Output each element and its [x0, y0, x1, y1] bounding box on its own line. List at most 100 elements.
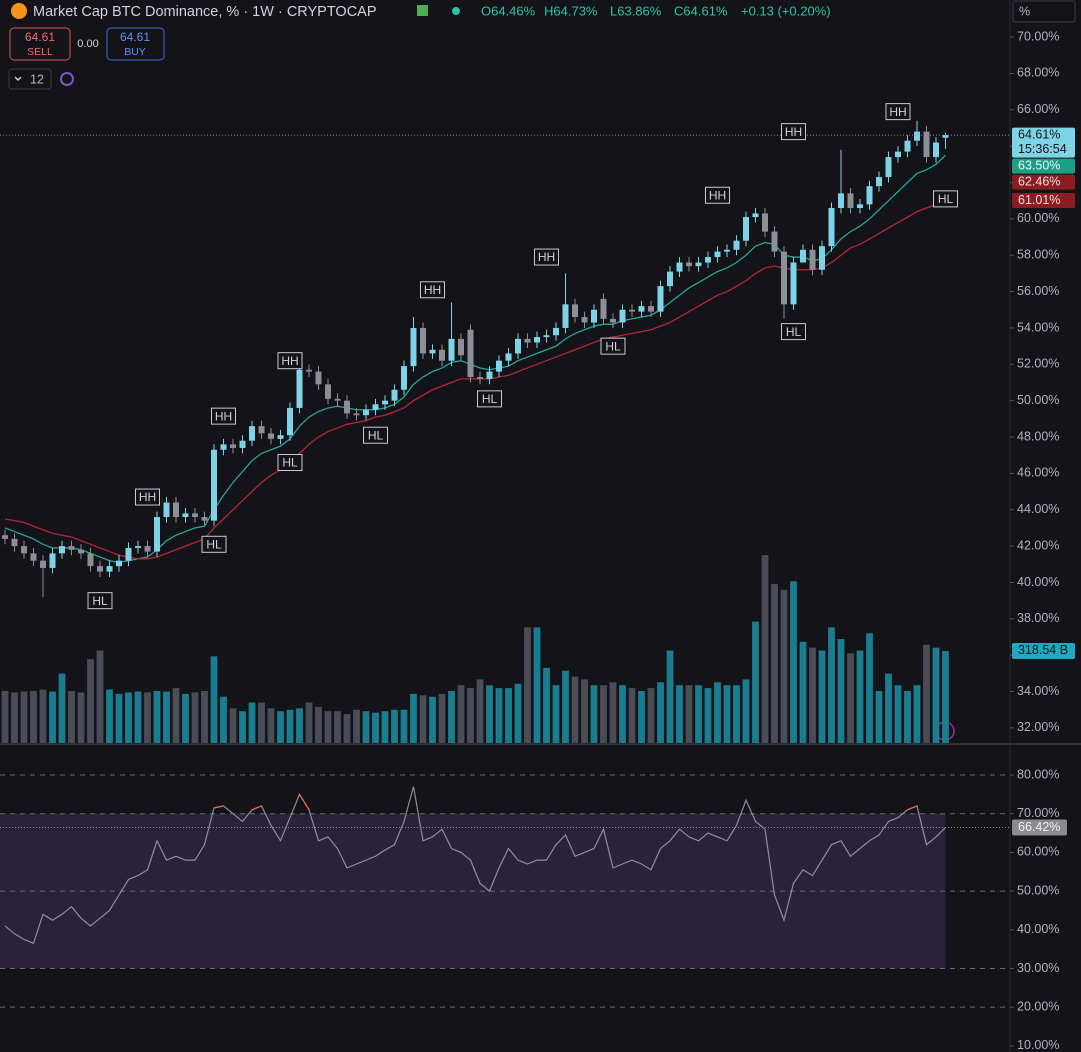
- spread: 0.00: [77, 38, 98, 50]
- pivot-label: HH: [215, 409, 232, 423]
- candle-body: [752, 213, 759, 218]
- pivot-label: HL: [282, 456, 298, 470]
- y-tick-label: 44.00%: [1017, 502, 1059, 516]
- volume-bar: [343, 714, 351, 743]
- y-tick-label: 50.00%: [1017, 883, 1059, 897]
- pivot-label: HH: [709, 188, 726, 202]
- volume-bar: [1, 690, 9, 743]
- volume-bar: [229, 708, 237, 743]
- candle-body: [429, 349, 436, 354]
- candle-body: [163, 502, 170, 518]
- buy-button[interactable]: [106, 27, 165, 61]
- volume-bar: [733, 685, 740, 743]
- y-tick-label: 60.00%: [1017, 845, 1059, 859]
- rsi-overbought: [251, 805, 262, 811]
- volume-bar: [448, 690, 455, 743]
- volume-bar: [410, 693, 417, 743]
- candle-body: [363, 409, 369, 416]
- volume-bar: [495, 688, 503, 743]
- volume-bar: [248, 702, 256, 743]
- y-tick-label: 10.00%: [1017, 1038, 1059, 1052]
- candle-body: [904, 140, 911, 152]
- volume-bar: [904, 690, 911, 743]
- volume-bar: [809, 647, 816, 743]
- volume-bar: [828, 627, 835, 743]
- candle-body: [819, 246, 825, 270]
- candle-body: [201, 517, 208, 521]
- volume-bar: [125, 692, 132, 743]
- volume-bar: [761, 555, 769, 743]
- volume-bar: [172, 688, 180, 743]
- price-label: 63.50%: [1018, 158, 1060, 172]
- candle-body: [838, 193, 844, 208]
- y-tick-label: 30.00%: [1017, 961, 1059, 975]
- symbol-icon: [11, 3, 27, 19]
- volume-bar: [657, 682, 664, 743]
- candle-body: [781, 251, 787, 305]
- volume-bar: [685, 685, 693, 743]
- candle-body: [344, 400, 350, 414]
- y-tick-label: 58.00%: [1017, 248, 1059, 262]
- volume-bar: [11, 692, 18, 743]
- y-tick-label: 70.00%: [1017, 806, 1059, 820]
- moving-average: [4, 154, 946, 564]
- sync-icon[interactable]: [60, 72, 74, 86]
- pivot-box: [363, 426, 388, 444]
- volume-bar: [372, 712, 379, 743]
- candle-body: [572, 304, 578, 318]
- candle-body: [239, 440, 246, 448]
- volume-bar: [514, 683, 522, 743]
- price-label-box: [1012, 174, 1075, 190]
- candle-body: [800, 249, 806, 263]
- candle-body: [629, 309, 635, 312]
- candle-body: [116, 560, 122, 567]
- pivot-label: HL: [482, 392, 498, 406]
- rsi-overbought: [907, 805, 918, 811]
- volume-bar: [562, 670, 569, 743]
- volume-bar: [932, 647, 940, 743]
- candle-body: [325, 384, 331, 399]
- pivot-label: HL: [605, 339, 621, 353]
- price-label: 62.46%: [1018, 174, 1060, 188]
- sell-button[interactable]: [9, 27, 71, 61]
- candle-body: [78, 549, 84, 554]
- candle-body: [287, 407, 293, 436]
- pivot-box: [933, 190, 958, 208]
- volume-bar: [315, 706, 322, 743]
- candle-body: [467, 329, 474, 378]
- volume-bar: [429, 696, 436, 743]
- unit-box[interactable]: [1012, 0, 1076, 23]
- candle-body: [923, 131, 930, 158]
- volume-bar: [296, 708, 303, 743]
- y-tick-label: 52.00%: [1017, 357, 1059, 371]
- candle-body: [914, 131, 920, 141]
- y-tick-label: 38.00%: [1017, 611, 1059, 625]
- volume-bar: [58, 673, 66, 743]
- candle-body: [933, 142, 939, 158]
- candle-body: [258, 426, 265, 434]
- volume-bar: [771, 584, 778, 743]
- volume-bar: [742, 679, 750, 743]
- sell-price: 64.61: [25, 30, 55, 44]
- volume-bar: [49, 691, 56, 743]
- flag-icon[interactable]: [417, 5, 428, 16]
- volume-bar: [324, 711, 332, 743]
- candle-body: [857, 204, 863, 208]
- candle-body: [420, 327, 426, 354]
- volume-bar: [87, 659, 94, 743]
- volume-bar: [362, 711, 370, 743]
- candle-body: [182, 513, 189, 518]
- volume-bar: [723, 685, 731, 743]
- pivot-label: HL: [368, 428, 384, 442]
- volume-bar: [752, 621, 759, 743]
- rsi-overbought: [298, 794, 310, 811]
- volume-bar: [400, 709, 408, 743]
- indicator-toggle[interactable]: [8, 68, 52, 90]
- candle-body: [524, 338, 531, 343]
- candle-body: [486, 371, 493, 379]
- volume-bar: [115, 693, 123, 743]
- low-value: L63.86%: [610, 3, 662, 18]
- volume-bar: [201, 690, 208, 743]
- pivot-label: HH: [139, 490, 156, 504]
